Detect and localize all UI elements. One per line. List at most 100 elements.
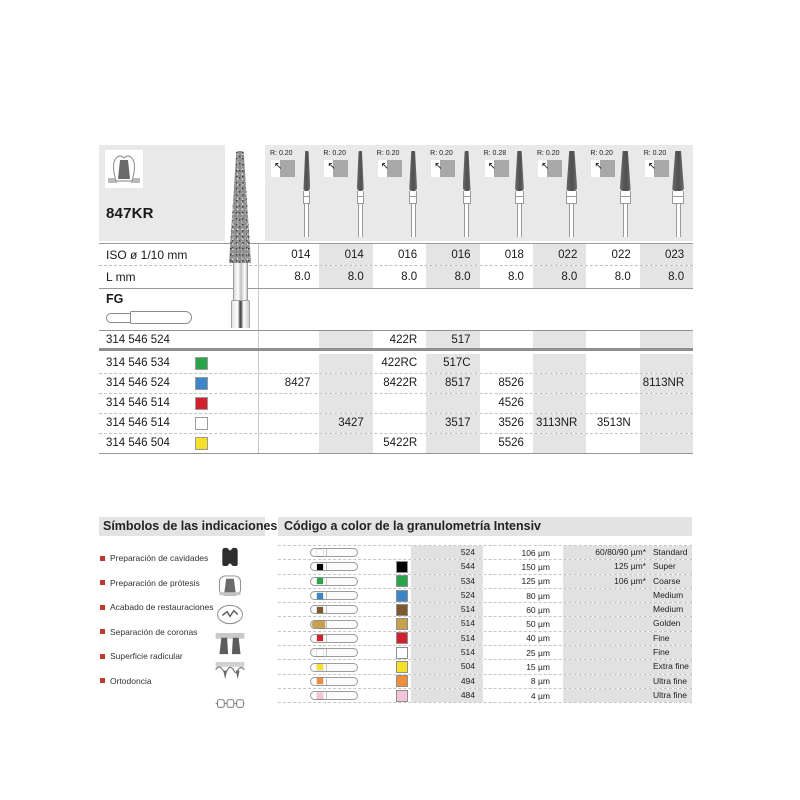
grit-code: 514 <box>411 646 483 660</box>
ref-code: 5422R <box>383 437 418 449</box>
ref-code <box>639 414 694 433</box>
length-value: 8.0 <box>319 266 373 288</box>
alt-grain-size <box>563 617 649 631</box>
ref-code <box>532 434 587 453</box>
table-row: 514 50 µm Golden Burs GB <box>278 617 692 642</box>
grain-size: 50 µm <box>526 619 550 630</box>
product-row-cells: 8427 8422R 8517 8526 8113NR <box>266 374 694 393</box>
ref-code: 8517 <box>426 374 480 393</box>
tip-radius-arrow-icon: ↖ <box>431 160 456 177</box>
grain-size: 125 µm <box>521 576 550 587</box>
iso-value: 014 <box>291 249 311 261</box>
alt-grain-size <box>563 688 649 703</box>
grit-code: 514 <box>411 603 483 617</box>
grit-code: 504 <box>411 660 483 674</box>
ref-code: 8526 <box>498 377 524 389</box>
grit-label: Standard <box>649 546 692 560</box>
ref-code <box>426 394 480 413</box>
ref-code: 8427 <box>284 377 311 389</box>
ref-code: 3113NR <box>532 414 587 433</box>
size-column-headers: R: 0.20 ↖ R: 0.20 ↖ R: 0.20 ↖ R: 0.20 ↖ <box>266 145 693 241</box>
table-row: 514 40 µm Fine <box>278 631 692 647</box>
bur-thumbnail <box>303 151 311 241</box>
grit-color-chip <box>396 560 408 573</box>
grain-size: 60 µm <box>526 604 550 615</box>
size-column-header: R: 0.20 ↖ <box>266 145 319 241</box>
bur-band-icon <box>310 633 358 643</box>
red-bullet-icon <box>100 555 105 561</box>
bur-thumbnail <box>566 151 578 241</box>
bur-band-icon <box>310 691 358 701</box>
iso-value: 016 <box>397 249 418 261</box>
ref-code <box>480 354 533 373</box>
grit-code: 534 <box>411 574 483 588</box>
ref-code <box>586 354 639 373</box>
tip-radius-label: R: 0.20 <box>270 150 293 157</box>
table-row: 524 106 µm 60/80/90 µm* Standard <box>278 545 692 561</box>
alt-grain-size: 125 µm* <box>563 560 649 574</box>
granulometry-legend: Código a color de la granulometría Inten… <box>278 517 692 704</box>
table-row: 514 60 µm Medium <box>278 603 692 618</box>
ref-code <box>319 331 373 348</box>
bur-band-icon <box>310 576 358 586</box>
grit-color-chip <box>396 575 408 588</box>
grit-label: Super coarse <box>649 560 692 585</box>
list-item: Acabado de restauraciones <box>99 595 265 620</box>
grit-label: Ultra fine <box>649 688 692 703</box>
iso-row-cells: 014 014 016 016 018 022 022 023 <box>266 244 694 265</box>
iso-value: 018 <box>504 249 524 261</box>
grit-color-chip <box>396 675 408 688</box>
grain-size: 106 µm <box>521 547 550 558</box>
ref-code <box>532 354 587 373</box>
length-row: L mm 8.0 8.0 8.0 8.0 8.0 8.0 8.0 8.0 <box>99 266 694 289</box>
ref-code <box>532 331 587 348</box>
bur-band-icon <box>310 648 358 658</box>
ref-code: 517C <box>426 354 480 373</box>
ref-code: 8422R <box>383 377 418 389</box>
grit-code: 544 <box>411 560 483 574</box>
size-column-header: R: 0.20 ↖ <box>586 145 639 241</box>
table-row: 534 125 µm 106 µm* Coarse <box>278 574 692 589</box>
size-column-header: R: 0.20 ↖ <box>533 145 586 241</box>
ref-code: 3513N <box>596 417 631 429</box>
length-value: 8.0 <box>507 271 524 283</box>
product-row: 314 546 524 8427 8422R 8517 8526 8113NR <box>99 374 694 394</box>
crown-prep-indication-icon <box>105 150 143 188</box>
grit-code: 514 <box>411 631 483 646</box>
ref-code <box>586 434 639 453</box>
grit-label: Medium <box>649 603 692 617</box>
grit-color-chip <box>195 377 208 390</box>
tip-radius-label: R: 0.20 <box>536 150 560 157</box>
tip-radius-label: R: 0.20 <box>430 150 453 157</box>
length-value: 8.0 <box>401 271 418 283</box>
tip-radius-arrow-icon: ↖ <box>537 160 562 177</box>
table-header: 847KR R: 0.20 ↖ R: 0.20 ↖ R: 0.20 ↖ <box>99 145 693 241</box>
grain-size: 150 µm <box>521 561 550 572</box>
ref-code <box>319 374 373 393</box>
red-bullet-icon <box>100 629 105 635</box>
length-row-cells: 8.0 8.0 8.0 8.0 8.0 8.0 8.0 8.0 <box>266 266 694 288</box>
granulometry-title: Código a color de la granulometría Inten… <box>278 517 692 536</box>
ref-code <box>319 394 373 413</box>
product-row: 314 546 524 422R 517 <box>99 331 694 351</box>
grit-color-chip <box>195 417 208 430</box>
ref-code: 8113NR <box>639 374 694 393</box>
size-column-header: R: 0.28 ↖ <box>480 145 533 241</box>
ref-code <box>319 434 373 453</box>
granulometry-table: 524 106 µm 60/80/90 µm* Standard 544 150… <box>278 545 692 704</box>
bur-thumbnail <box>409 151 418 241</box>
grit-code: 524 <box>411 546 483 560</box>
indications-legend: Símbolos de las indicaciones Preparación… <box>99 517 277 708</box>
bur-band-icon <box>310 605 358 615</box>
iso-value: 014 <box>319 244 373 265</box>
shank-type-label: FG <box>106 292 124 306</box>
product-row: 314 546 514 4526 <box>99 394 694 414</box>
ref-code <box>639 354 694 373</box>
bur-thumbnail <box>462 151 471 241</box>
tip-radius-label: R: 0.20 <box>643 150 667 157</box>
indications-title: Símbolos de las indicaciones <box>99 517 277 536</box>
indication-icons-column <box>213 544 249 721</box>
bur-band-icon <box>310 562 358 572</box>
grain-size: 4 µm <box>530 690 550 701</box>
